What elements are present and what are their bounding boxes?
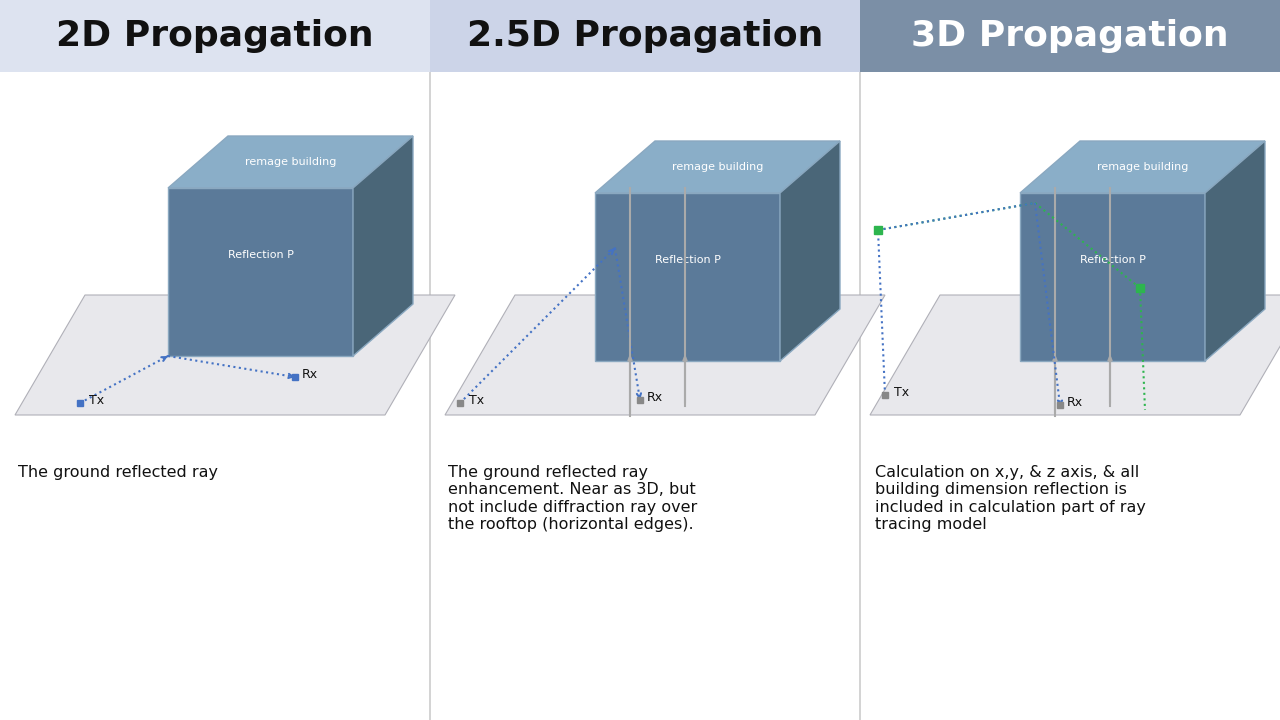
Polygon shape xyxy=(168,188,353,356)
Text: The ground reflected ray: The ground reflected ray xyxy=(18,465,218,480)
Text: The ground reflected ray
enhancement. Near as 3D, but
not include diffraction ra: The ground reflected ray enhancement. Ne… xyxy=(448,465,698,532)
Polygon shape xyxy=(870,295,1280,415)
Text: remage building: remage building xyxy=(1097,162,1188,172)
Text: Reflection P: Reflection P xyxy=(1079,255,1146,265)
Polygon shape xyxy=(445,295,884,415)
Text: Rx: Rx xyxy=(646,391,663,404)
Text: Reflection P: Reflection P xyxy=(654,255,721,265)
Text: Tx: Tx xyxy=(893,386,909,399)
Text: Calculation on x,y, & z axis, & all
building dimension reflection is
included in: Calculation on x,y, & z axis, & all buil… xyxy=(876,465,1146,532)
Text: 3D Propagation: 3D Propagation xyxy=(911,19,1229,53)
Polygon shape xyxy=(15,295,454,415)
Bar xyxy=(0,0,430,72)
Text: Reflection P: Reflection P xyxy=(228,250,293,260)
Polygon shape xyxy=(353,136,413,356)
Text: remage building: remage building xyxy=(244,157,337,167)
Polygon shape xyxy=(168,136,413,188)
Polygon shape xyxy=(1204,141,1265,361)
Text: 2.5D Propagation: 2.5D Propagation xyxy=(467,19,823,53)
Polygon shape xyxy=(780,141,840,361)
Text: Rx: Rx xyxy=(302,368,319,381)
Text: 2D Propagation: 2D Propagation xyxy=(56,19,374,53)
Polygon shape xyxy=(595,141,840,193)
Bar xyxy=(430,0,860,72)
Polygon shape xyxy=(1020,141,1265,193)
Bar xyxy=(860,0,1280,72)
Text: remage building: remage building xyxy=(672,162,763,172)
Text: Rx: Rx xyxy=(1068,396,1083,409)
Polygon shape xyxy=(595,193,780,361)
Polygon shape xyxy=(1020,193,1204,361)
Text: Tx: Tx xyxy=(468,394,484,407)
Text: Tx: Tx xyxy=(90,394,104,407)
